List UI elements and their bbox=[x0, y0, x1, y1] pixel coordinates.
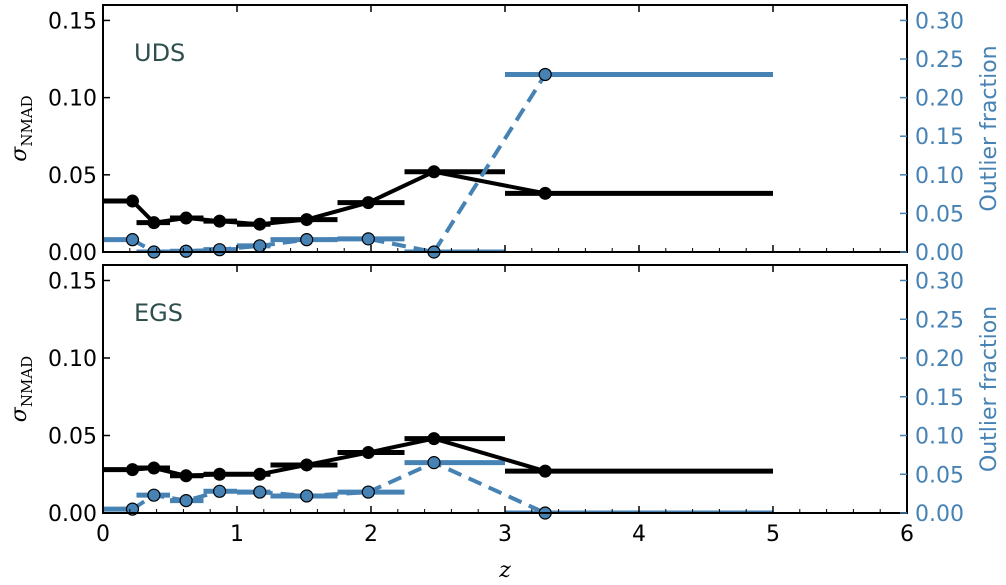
y-tick-label: 0.00 bbox=[48, 241, 97, 266]
sigma-point bbox=[253, 467, 267, 481]
outlier-point bbox=[147, 488, 161, 502]
y2-tick-label: 0.00 bbox=[915, 502, 964, 527]
x-tick-label: 1 bbox=[230, 522, 244, 547]
sigma-point bbox=[147, 216, 161, 230]
y2-tick-label: 0.05 bbox=[915, 202, 964, 227]
y2-tick-label: 0.20 bbox=[915, 87, 964, 112]
outlier-line bbox=[131, 460, 547, 513]
sigma-point bbox=[253, 217, 267, 231]
y-axis-label: σNMAD bbox=[7, 356, 36, 422]
x-tick-label: 5 bbox=[766, 522, 780, 547]
y-axis-label-subscript: NMAD bbox=[18, 356, 36, 407]
outlier-point bbox=[538, 67, 552, 82]
y2-tick-label: 0.15 bbox=[915, 386, 964, 411]
sigma-point bbox=[179, 469, 193, 483]
y2-tick-label: 0.25 bbox=[915, 308, 964, 333]
y-tick-label: 0.15 bbox=[48, 9, 97, 34]
outlier-point bbox=[253, 485, 267, 499]
panel-uds: 0.00 0.05 0.10 0.15 0.00 0.05 0.10 0.15 0.20 0.25… bbox=[7, 4, 1002, 266]
sigma-point bbox=[427, 432, 441, 446]
y2-axis-label: Outlier fraction bbox=[977, 45, 1002, 211]
y2-tick-label: 0.30 bbox=[915, 9, 964, 34]
y2-tick-label: 0.30 bbox=[915, 270, 964, 295]
outlier-line bbox=[131, 73, 547, 252]
outlier-point bbox=[212, 243, 227, 257]
sigma-point bbox=[427, 165, 441, 179]
sigma-point bbox=[125, 194, 139, 208]
x-tick-label: 2 bbox=[364, 522, 378, 547]
y2-axis-label: Outlier fraction bbox=[977, 306, 1002, 472]
sigma-point bbox=[538, 464, 552, 478]
plot-area bbox=[103, 71, 773, 252]
y2-tick-label: 0.10 bbox=[915, 164, 964, 189]
y-tick-label: 0.10 bbox=[48, 87, 97, 112]
y-tick-label: 0.05 bbox=[48, 164, 97, 189]
sigma-line bbox=[132, 436, 546, 478]
plot-area bbox=[103, 436, 773, 513]
y-tick-label: 0.00 bbox=[48, 502, 97, 527]
outlier-point bbox=[125, 233, 140, 247]
y-axis-label-symbol: σ bbox=[7, 146, 32, 162]
sigma-point bbox=[538, 186, 552, 200]
outlier-point bbox=[427, 456, 441, 470]
y2-tick-label: 0.20 bbox=[915, 347, 964, 372]
y2-tick-label: 0.15 bbox=[915, 125, 964, 150]
y2-tick-label: 0.25 bbox=[915, 48, 964, 73]
outlier-point bbox=[300, 233, 314, 247]
x-tick-label: 0 bbox=[96, 522, 110, 547]
x-tick-label: 3 bbox=[498, 522, 512, 547]
y2-tick-label: 0.05 bbox=[915, 463, 964, 488]
sigma-point bbox=[179, 211, 193, 225]
y2-tick-label: 0.00 bbox=[915, 241, 964, 266]
y-axis-label: σNMAD bbox=[7, 95, 36, 161]
axes-frame bbox=[102, 4, 908, 253]
outlier-point bbox=[361, 485, 375, 499]
outlier-point bbox=[300, 489, 314, 503]
outlier-point bbox=[361, 232, 375, 246]
sigma-point bbox=[361, 446, 375, 460]
outlier-point bbox=[179, 494, 193, 508]
y-tick-label: 0.15 bbox=[48, 270, 97, 295]
panel-egs: 0 1 2 3 4 5 60.000.050.100.150.000.050.100.150… bbox=[7, 264, 1002, 547]
sigma-point bbox=[125, 463, 139, 477]
sigma-point bbox=[361, 196, 375, 210]
sigma-point bbox=[300, 458, 314, 472]
outlier-point bbox=[212, 484, 227, 498]
y-tick-label: 0.10 bbox=[48, 347, 97, 372]
y2-tick-label: 0.10 bbox=[915, 425, 964, 450]
sigma-point bbox=[213, 467, 227, 481]
sigma-point bbox=[300, 213, 314, 227]
x-tick-label: 4 bbox=[632, 522, 646, 547]
x-axis-label: z bbox=[498, 558, 511, 583]
panel-label: EGS bbox=[134, 299, 183, 327]
panel-label: UDS bbox=[134, 39, 185, 67]
y-axis-label-symbol: σ bbox=[7, 406, 32, 422]
sigma-point bbox=[213, 214, 227, 228]
x-tick-label: 6 bbox=[900, 522, 914, 547]
y-axis-label-subscript: NMAD bbox=[18, 95, 36, 146]
y-tick-label: 0.05 bbox=[48, 425, 97, 450]
sigma-point bbox=[147, 461, 161, 475]
